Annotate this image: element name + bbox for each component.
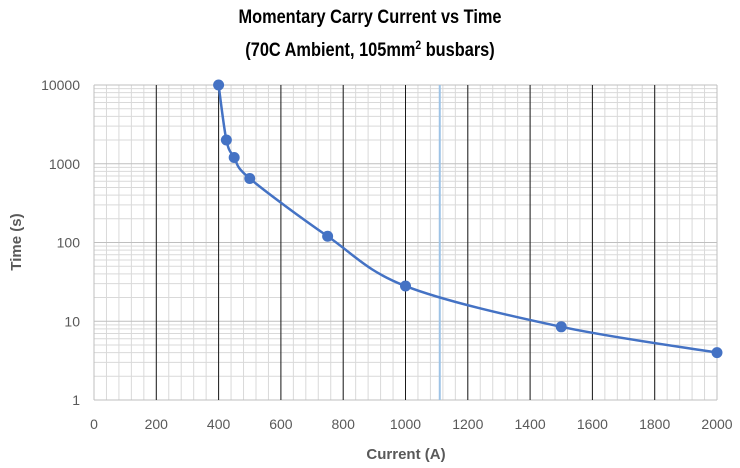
y-axis-label: Time (s) bbox=[8, 213, 25, 270]
x-tick-label: 1400 bbox=[515, 416, 546, 432]
data-point bbox=[244, 172, 256, 184]
subtitle-prefix: (70C Ambient, 105mm bbox=[245, 40, 416, 61]
x-tick-label: 200 bbox=[145, 416, 169, 432]
y-tick-label: 10 bbox=[64, 313, 80, 329]
data-point bbox=[400, 280, 411, 292]
y-tick-label: 1000 bbox=[49, 156, 80, 172]
y-tick-label: 10000 bbox=[41, 77, 80, 93]
x-tick-label: 1200 bbox=[452, 416, 483, 432]
x-tick-label: 0 bbox=[90, 416, 98, 432]
x-tick-label: 600 bbox=[269, 416, 293, 432]
subtitle-superscript: 2 bbox=[415, 38, 422, 52]
chart-subtitle: (70C Ambient, 105mm2 busbars) bbox=[52, 33, 688, 63]
data-point bbox=[213, 79, 225, 91]
y-tick-label: 1 bbox=[72, 392, 80, 408]
series-layer bbox=[213, 79, 723, 359]
tick-labels: 0 200 400 600 800 1000 1200 1400 1600 1800 2000 1 10… bbox=[41, 77, 733, 432]
data-point bbox=[555, 321, 567, 333]
data-point bbox=[220, 134, 232, 146]
x-tick-label: 800 bbox=[332, 416, 356, 432]
subtitle-suffix: busbars) bbox=[421, 40, 495, 61]
x-tick-label: 1600 bbox=[577, 416, 608, 432]
major-gridlines bbox=[93, 84, 718, 401]
y-tick-label: 100 bbox=[57, 235, 81, 251]
chart-title: Momentary Carry Current vs Time bbox=[238, 7, 502, 28]
x-tick-label: 2000 bbox=[701, 416, 732, 432]
data-point bbox=[322, 230, 334, 242]
data-point bbox=[711, 347, 723, 359]
data-point bbox=[228, 152, 240, 164]
x-axis-label: Current (A) bbox=[366, 446, 445, 463]
x-tick-label: 400 bbox=[207, 416, 231, 432]
x-tick-label: 1800 bbox=[639, 416, 670, 432]
x-tick-label: 1000 bbox=[390, 416, 421, 432]
